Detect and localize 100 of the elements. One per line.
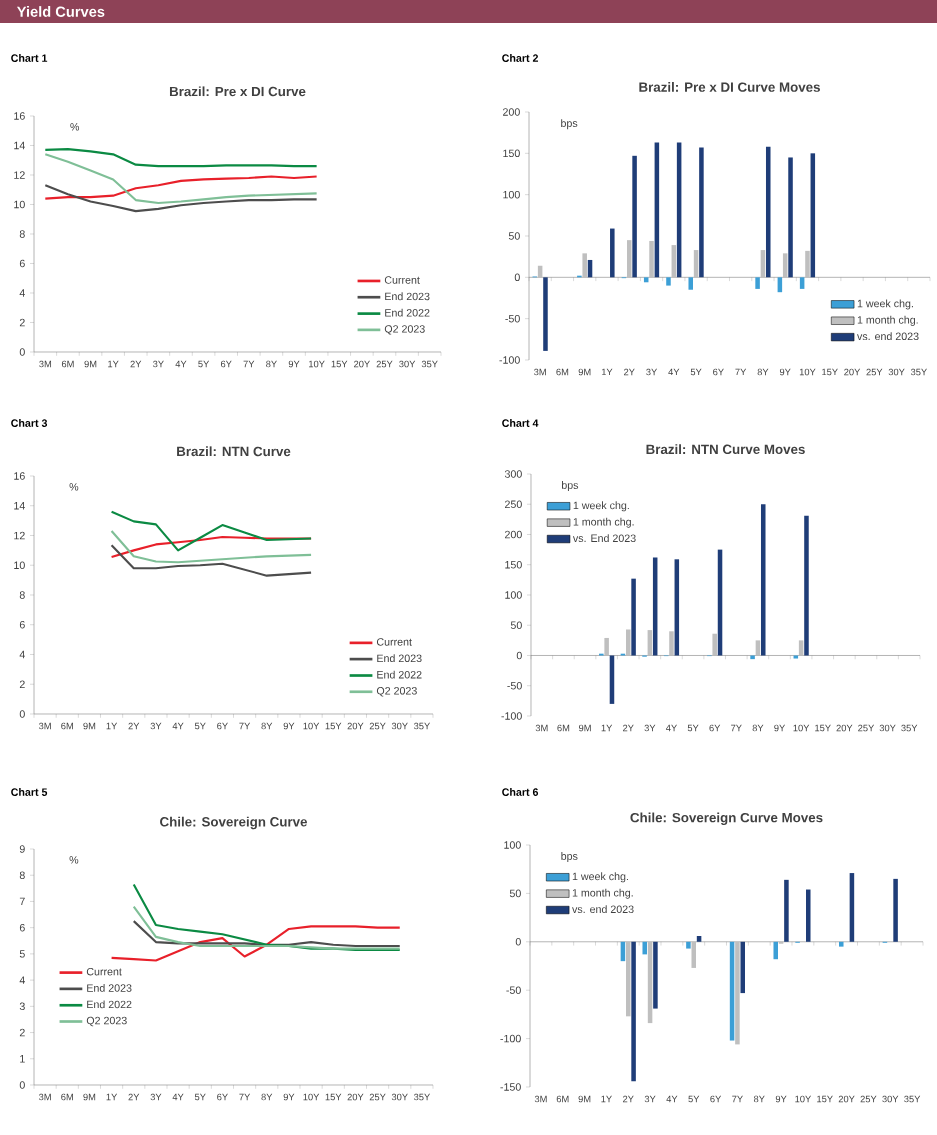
- x-tick-label: 10Y: [795, 1095, 812, 1103]
- bar: [688, 277, 694, 290]
- caption: Chart 3: [11, 419, 48, 427]
- y-tick-label: 4: [19, 650, 25, 659]
- y-tick-label: 6: [19, 259, 25, 268]
- bar: [582, 253, 587, 278]
- y-tick-label: 0: [19, 710, 25, 718]
- y-tick-label: 5: [19, 950, 25, 958]
- y-tick-label: 14: [14, 141, 25, 150]
- x-tick-label: 3Y: [150, 1093, 162, 1101]
- x-tick-label: 5Y: [688, 1095, 700, 1103]
- y-tick-label: 16: [14, 112, 25, 120]
- x-tick-label: 8Y: [266, 360, 277, 368]
- x-tick-label: 4Y: [666, 1095, 678, 1103]
- y-tick-label: 250: [505, 500, 522, 509]
- x-tick-label: 4Y: [668, 368, 680, 376]
- y-axis-title: %: [69, 856, 79, 864]
- x-tick-label: 30Y: [399, 360, 416, 368]
- y-tick-label: -150: [500, 1083, 521, 1091]
- x-tick-label: 20Y: [347, 1093, 364, 1101]
- y-axis-title: bps: [561, 119, 578, 130]
- x-tick-label: 7Y: [731, 724, 742, 732]
- y-tick-label: -50: [505, 314, 520, 323]
- bar: [626, 240, 632, 278]
- x-tick-label: 9Y: [775, 1095, 787, 1103]
- bar: [666, 277, 671, 286]
- bar: [625, 629, 631, 656]
- y-tick-label: 200: [503, 108, 520, 116]
- y-tick-label: -50: [507, 681, 522, 690]
- x-tick-label: 3M: [534, 1095, 547, 1103]
- legend-label: End 2023: [377, 654, 422, 663]
- x-tick-label: 25Y: [376, 360, 393, 368]
- x-tick-label: 2Y: [623, 1095, 634, 1103]
- bar: [760, 504, 766, 656]
- x-tick-label: 7Y: [735, 368, 747, 376]
- x-tick-label: 7Y: [239, 1093, 251, 1101]
- chart-title: Chile: Sovereign Curve Moves: [630, 812, 823, 826]
- x-tick-label: 7Y: [732, 1095, 743, 1103]
- x-tick-label: 25Y: [858, 724, 875, 732]
- x-tick-label: 3Y: [150, 722, 162, 730]
- caption: Chart 6: [502, 788, 539, 796]
- x-tick-label: 20Y: [836, 724, 853, 732]
- y-tick-label: 4: [19, 289, 25, 297]
- y-tick-label: 0: [19, 348, 25, 356]
- chart-title: Brazil: NTN Curve Moves: [646, 444, 805, 455]
- y-tick-label: 8: [19, 591, 25, 599]
- y-tick-label: 6: [19, 923, 25, 932]
- x-tick-label: 25Y: [860, 1095, 877, 1103]
- x-tick-label: 6M: [557, 724, 570, 732]
- legend-label: Current: [376, 638, 412, 646]
- x-tick-label: 2Y: [128, 722, 140, 730]
- legend-label: Current: [86, 967, 122, 976]
- x-tick-label: 25Y: [866, 368, 883, 376]
- bar: [784, 879, 789, 942]
- y-tick-label: 150: [505, 560, 522, 569]
- y-tick-label: 100: [505, 591, 522, 599]
- bar: [740, 941, 746, 994]
- x-tick-label: 6Y: [220, 360, 232, 368]
- x-tick-label: 6M: [556, 1095, 569, 1103]
- x-tick-label: 6M: [61, 360, 74, 368]
- legend-label: Q2 2023: [86, 1016, 127, 1027]
- x-tick-label: 15Y: [331, 360, 348, 368]
- bar: [625, 941, 631, 1017]
- bar: [696, 935, 702, 942]
- x-tick-label: 9Y: [774, 724, 786, 732]
- chart-title: Brazil: Pre x DI Curve: [169, 86, 306, 97]
- x-tick-label: 9M: [578, 724, 591, 732]
- x-tick-label: 9M: [578, 368, 591, 376]
- y-tick-label: 200: [505, 530, 522, 539]
- bar: [793, 655, 799, 659]
- y-tick-label: 3: [19, 1002, 25, 1011]
- y-tick-label: 100: [503, 190, 520, 199]
- y-tick-label: 16: [14, 472, 25, 480]
- x-tick-label: 10Y: [303, 722, 320, 730]
- x-tick-label: 2Y: [130, 360, 142, 368]
- y-axis-title: bps: [561, 852, 578, 863]
- y-tick-label: 10: [14, 200, 25, 209]
- y-tick-label: 50: [509, 889, 521, 898]
- legend-label: Current: [384, 276, 420, 284]
- x-tick-label: 10Y: [793, 724, 810, 732]
- y-axis-title: %: [69, 483, 79, 491]
- legend-label: vs. end 2023: [857, 332, 919, 341]
- x-tick-label: 15Y: [822, 368, 838, 376]
- caption: Chart 2: [502, 54, 539, 62]
- y-tick-label: 0: [514, 273, 520, 282]
- y-tick-label: 50: [510, 621, 522, 630]
- x-tick-label: 30Y: [888, 368, 905, 376]
- x-tick-label: 5Y: [690, 368, 702, 376]
- x-tick-label: 35Y: [901, 724, 918, 732]
- legend-label: Q2 2023: [376, 687, 417, 697]
- y-tick-label: -50: [506, 986, 521, 994]
- bar: [805, 889, 811, 942]
- bar: [632, 155, 637, 278]
- x-tick-label: 5Y: [194, 1093, 206, 1101]
- y-tick-label: 6: [19, 620, 25, 629]
- x-tick-label: 15Y: [325, 722, 342, 730]
- y-tick-label: -100: [499, 356, 520, 364]
- x-tick-label: 30Y: [882, 1095, 899, 1103]
- x-tick-label: 30Y: [391, 1093, 408, 1101]
- x-tick-label: 6Y: [217, 1093, 228, 1101]
